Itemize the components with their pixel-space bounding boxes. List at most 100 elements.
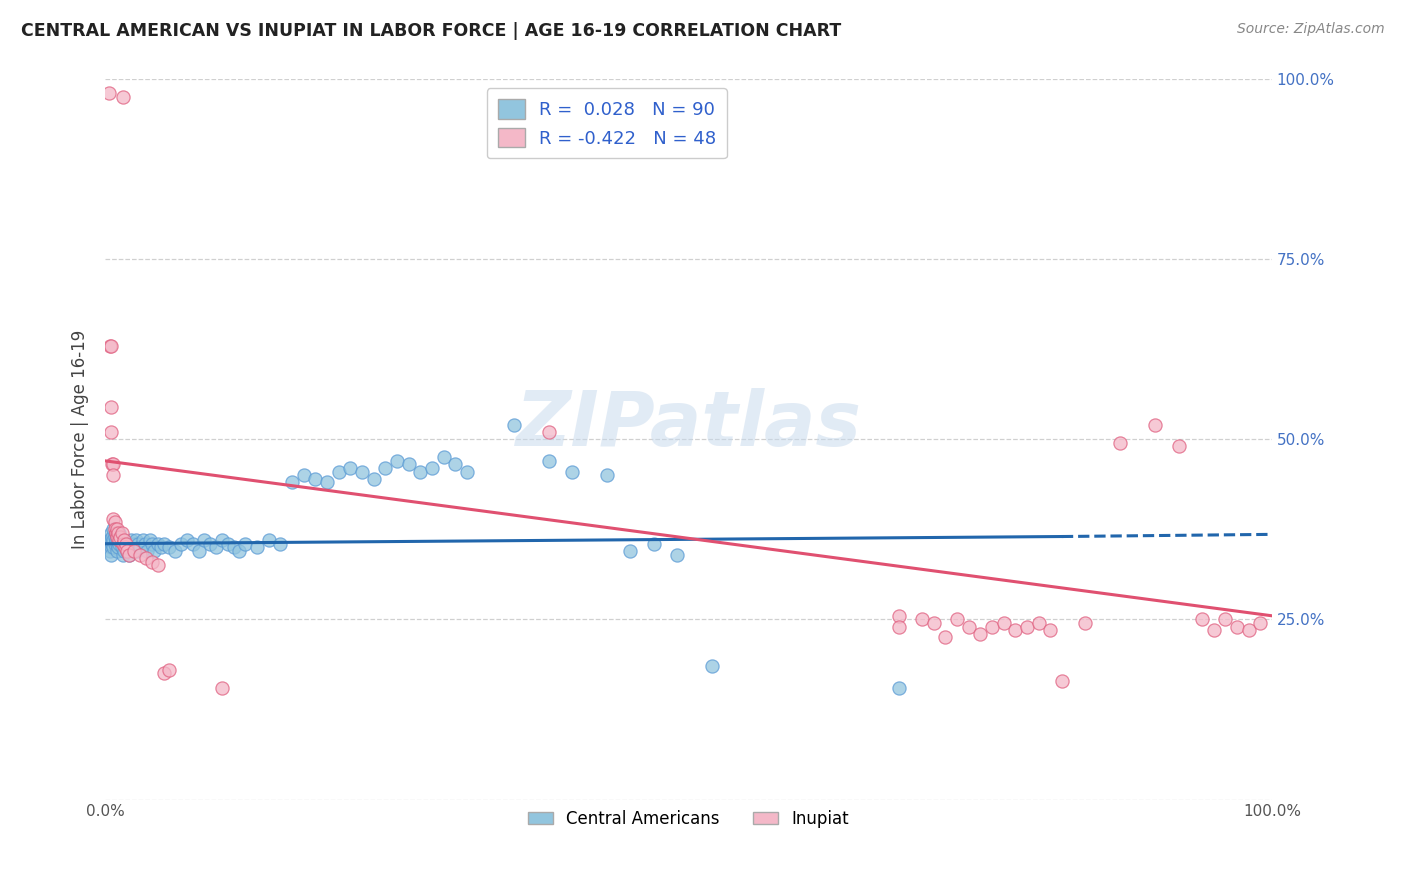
Point [110,529,132,543]
Point [104,525,127,540]
Point [100,541,122,555]
Point [115,541,138,555]
Point [432,450,454,465]
Point [315,475,337,490]
Point [887,619,910,633]
Point [170,537,193,551]
Point [1226,619,1249,633]
Point [117,544,139,558]
Point [110,525,132,540]
Point [110,541,132,555]
Point [103,529,125,543]
Point [911,612,934,626]
Point [98,338,121,352]
Point [269,537,291,551]
Point [257,533,280,548]
Point [157,541,180,555]
Point [292,468,315,483]
Point [125,544,148,558]
Point [350,465,373,479]
Y-axis label: In Labor Force | Age 16-19: In Labor Force | Age 16-19 [72,330,89,549]
Point [103,458,125,472]
Point [444,458,467,472]
Point [100,525,122,540]
Point [127,537,149,551]
Point [537,454,560,468]
Point [141,555,163,569]
Point [107,541,129,555]
Point [107,533,129,548]
Point [124,537,146,551]
Point [561,465,583,479]
Point [97,87,120,101]
Point [1237,623,1260,637]
Point [281,475,304,490]
Point [103,541,125,555]
Point [124,544,146,558]
Point [1191,612,1213,626]
Point [409,465,432,479]
Point [135,551,157,566]
Point [385,454,408,468]
Point [228,544,250,558]
Point [118,537,141,551]
Point [100,533,122,548]
Point [1039,623,1062,637]
Point [217,537,239,551]
Point [112,533,135,548]
Point [108,533,131,548]
Point [619,544,641,558]
Text: Source: ZipAtlas.com: Source: ZipAtlas.com [1237,22,1385,37]
Point [97,533,120,548]
Point [152,666,174,681]
Point [117,544,139,558]
Point [887,608,910,623]
Point [700,659,723,673]
Point [101,458,124,472]
Point [124,533,146,548]
Point [105,529,128,543]
Point [146,558,169,573]
Point [101,529,124,543]
Point [363,472,385,486]
Point [103,515,125,529]
Point [193,533,215,548]
Point [1109,435,1132,450]
Point [946,612,969,626]
Point [105,537,128,551]
Point [104,525,127,540]
Point [105,544,128,558]
Point [134,537,156,551]
Point [111,548,134,562]
Point [122,544,145,558]
Point [222,541,245,555]
Point [103,522,125,536]
Point [328,465,350,479]
Point [537,425,560,439]
Point [246,541,269,555]
Point [112,544,135,558]
Point [1202,623,1225,637]
Point [111,533,134,548]
Point [146,537,169,551]
Point [111,90,134,104]
Point [131,533,153,548]
Point [136,544,159,558]
Point [115,537,138,551]
Point [103,511,125,525]
Point [957,619,980,633]
Point [101,537,124,551]
Point [104,533,127,548]
Point [120,533,142,548]
Point [980,619,1002,633]
Point [117,548,139,562]
Point [456,465,478,479]
Point [969,627,991,641]
Point [114,537,136,551]
Point [187,544,209,558]
Point [165,544,187,558]
Point [934,631,956,645]
Point [150,541,173,555]
Point [200,537,222,551]
Point [141,537,163,551]
